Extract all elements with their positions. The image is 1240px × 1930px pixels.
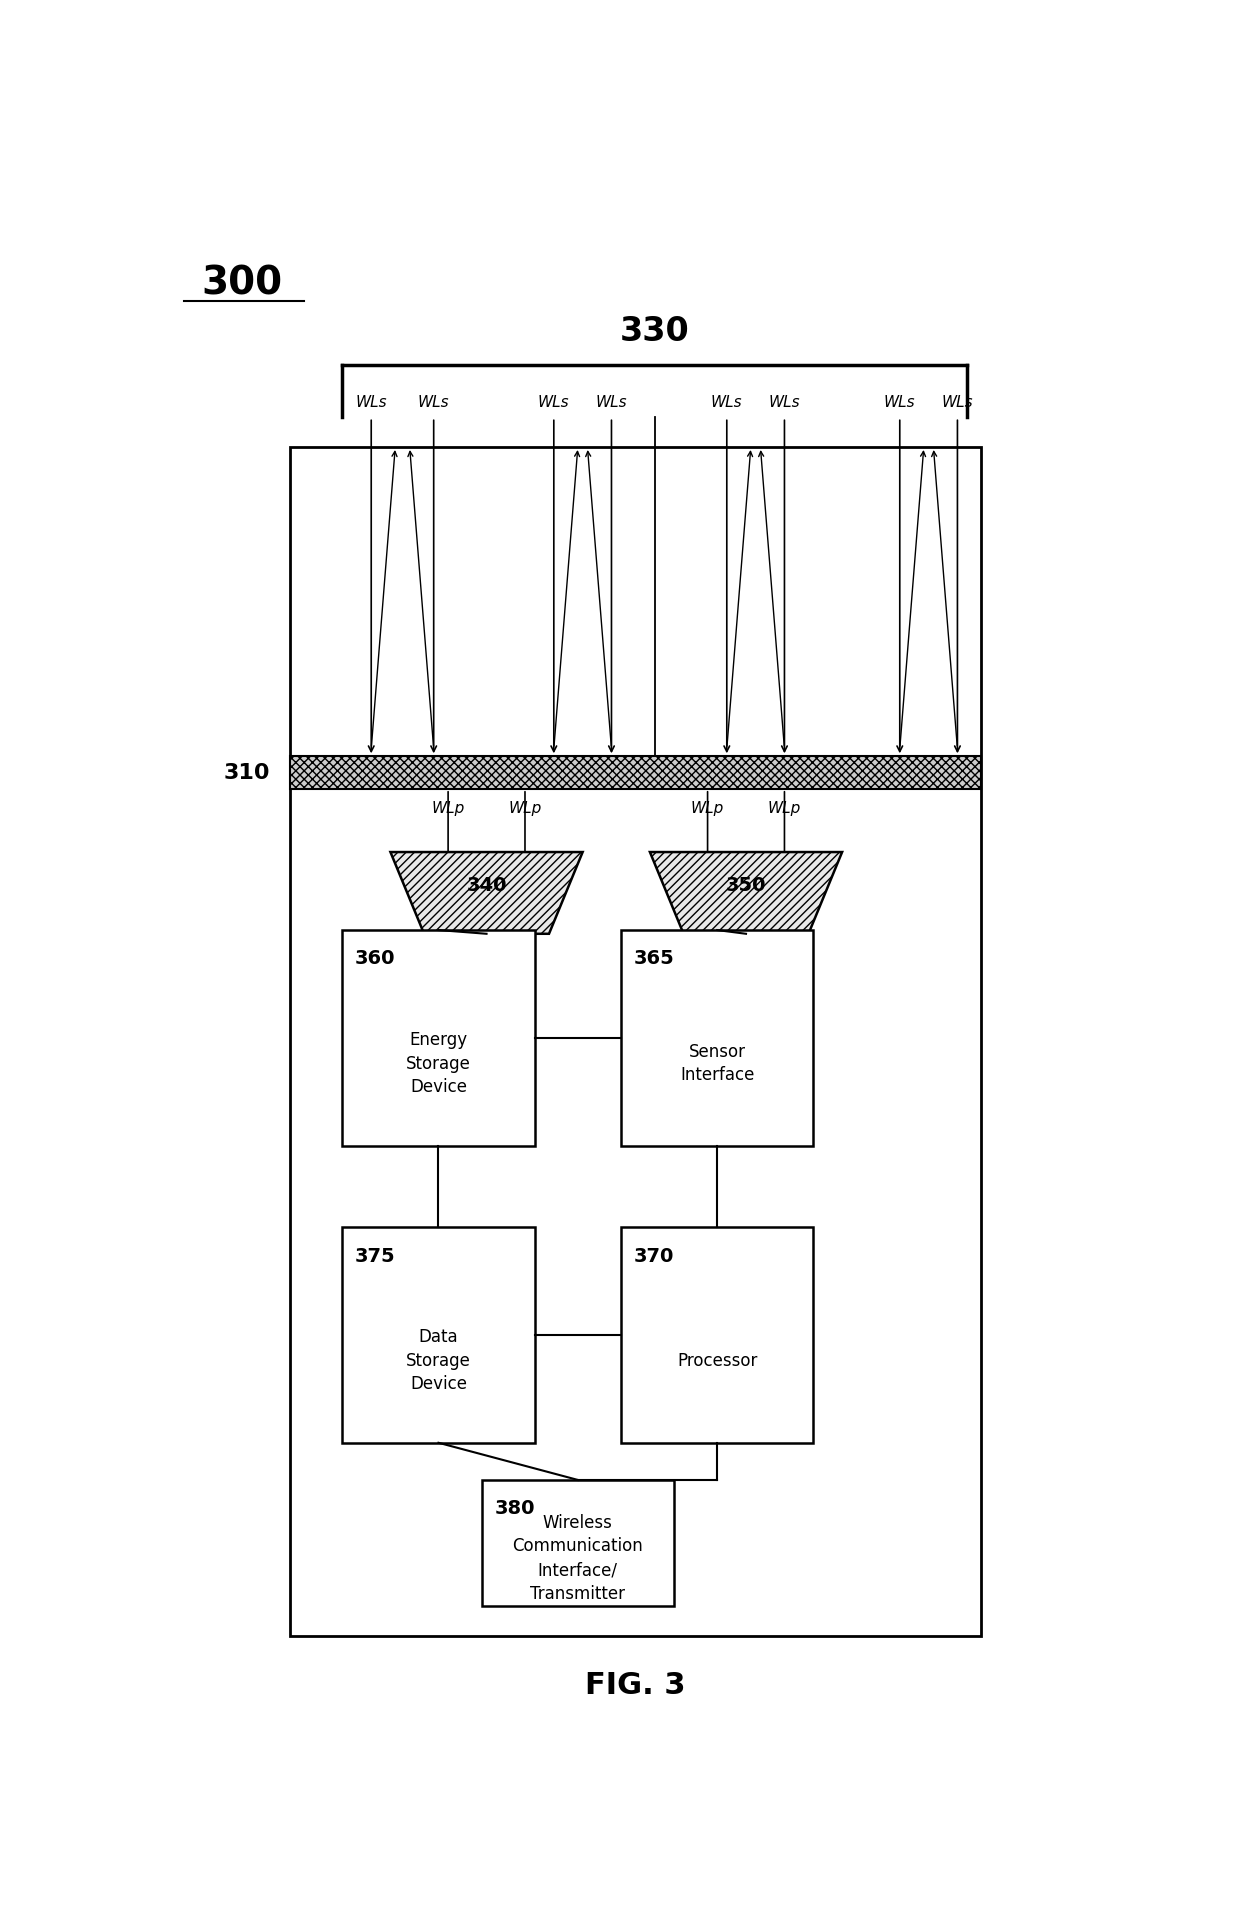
Bar xyxy=(481,1480,675,1606)
Bar xyxy=(290,757,982,789)
Text: 330: 330 xyxy=(620,315,689,347)
Text: Sensor
Interface: Sensor Interface xyxy=(680,1042,754,1085)
Text: Wireless
Communication
Interface/
Transmitter: Wireless Communication Interface/ Transm… xyxy=(512,1513,644,1602)
Bar xyxy=(621,1227,813,1444)
Text: WLs: WLs xyxy=(538,396,569,409)
Text: FIG. 3: FIG. 3 xyxy=(585,1671,686,1700)
Text: WLs: WLs xyxy=(769,396,800,409)
Text: Data
Storage
Device: Data Storage Device xyxy=(405,1328,471,1393)
Text: 320: 320 xyxy=(309,766,367,793)
Polygon shape xyxy=(391,851,583,934)
Bar xyxy=(342,1227,534,1444)
Text: WLs: WLs xyxy=(418,396,450,409)
Text: WLp: WLp xyxy=(768,801,801,816)
Text: WLs: WLs xyxy=(356,396,387,409)
Text: WLp: WLp xyxy=(432,801,465,816)
Bar xyxy=(342,930,534,1146)
Text: WLs: WLs xyxy=(884,396,915,409)
Text: 350: 350 xyxy=(725,876,766,896)
Text: 370: 370 xyxy=(634,1247,675,1266)
Text: WLs: WLs xyxy=(941,396,973,409)
Text: WLs: WLs xyxy=(711,396,743,409)
Text: Processor: Processor xyxy=(677,1351,758,1370)
Text: 365: 365 xyxy=(634,950,675,969)
Text: 375: 375 xyxy=(355,1247,396,1266)
Text: WLp: WLp xyxy=(691,801,724,816)
Text: 310: 310 xyxy=(223,762,270,782)
Text: WLp: WLp xyxy=(508,801,542,816)
Bar xyxy=(621,930,813,1146)
Text: 340: 340 xyxy=(466,876,507,896)
Text: 300: 300 xyxy=(201,264,281,303)
Text: WLs: WLs xyxy=(595,396,627,409)
Text: 360: 360 xyxy=(355,950,396,969)
Bar xyxy=(290,448,982,1637)
Text: Energy
Storage
Device: Energy Storage Device xyxy=(405,1031,471,1096)
Text: 380: 380 xyxy=(495,1500,534,1519)
Polygon shape xyxy=(650,851,842,934)
